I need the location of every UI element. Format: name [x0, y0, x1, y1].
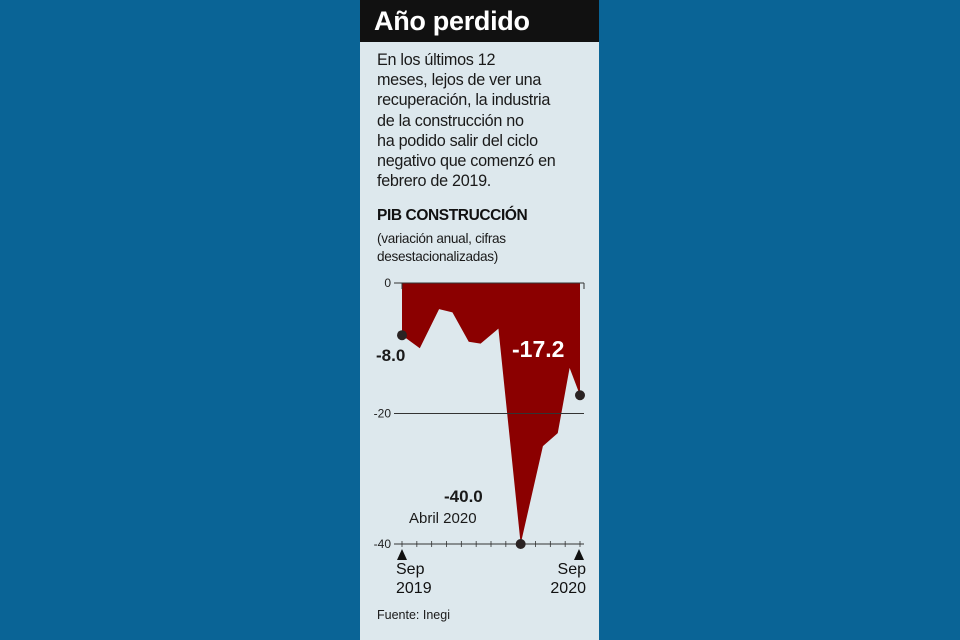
headline: Año perdido — [360, 0, 599, 42]
x-start-arrow — [397, 549, 407, 560]
intro-line: ha podido salir del ciclo — [377, 131, 538, 150]
chart-subtitle-line: (variación anual, cifras — [377, 231, 506, 246]
intro-line: negativo que comenzó en — [377, 152, 556, 171]
data-label: -17.2 — [512, 336, 564, 362]
y-tick-label: -20 — [374, 407, 392, 421]
chart-subtitle: (variación anual, cifras desestacionaliz… — [377, 230, 597, 266]
chart-title: PIB CONSTRUCCIÓN — [377, 207, 528, 224]
x-start-label-year: 2019 — [396, 580, 432, 597]
y-tick-label: -40 — [374, 537, 392, 551]
x-end-label-month: Sep — [558, 561, 587, 578]
data-point-marker — [515, 539, 526, 549]
chart-subtitle-line: desestacionalizadas) — [377, 249, 498, 264]
intro-line: febrero de 2019. — [377, 172, 491, 191]
x-end-label-year: 2020 — [550, 580, 586, 597]
intro-line: meses, lejos de ver una — [377, 71, 542, 90]
data-point-marker — [575, 390, 585, 401]
intro-text: En los últimos 12 meses, lejos de ver un… — [377, 50, 592, 191]
y-tick-label: 0 — [384, 276, 391, 290]
infographic-panel: Año perdido En los últimos 12 meses, lej… — [360, 0, 599, 640]
data-sublabel: Abril 2020 — [409, 510, 477, 527]
intro-line: recuperación, la industria — [377, 91, 551, 110]
intro-line: de la construcción no — [377, 111, 524, 130]
data-point-marker — [397, 330, 407, 341]
data-label: -8.0 — [376, 346, 405, 365]
intro-line: En los últimos 12 — [377, 51, 496, 69]
data-label: -40.0 — [444, 487, 483, 506]
area-chart: 0 -20 -40 Sep 2019 Sep 2020 -8.0 -17.2 -40.0 Abril… — [374, 276, 587, 597]
x-end-arrow — [574, 549, 584, 560]
source-note: Fuente: Inegi — [377, 608, 450, 622]
x-start-label-month: Sep — [396, 561, 425, 578]
area-series — [402, 283, 580, 544]
